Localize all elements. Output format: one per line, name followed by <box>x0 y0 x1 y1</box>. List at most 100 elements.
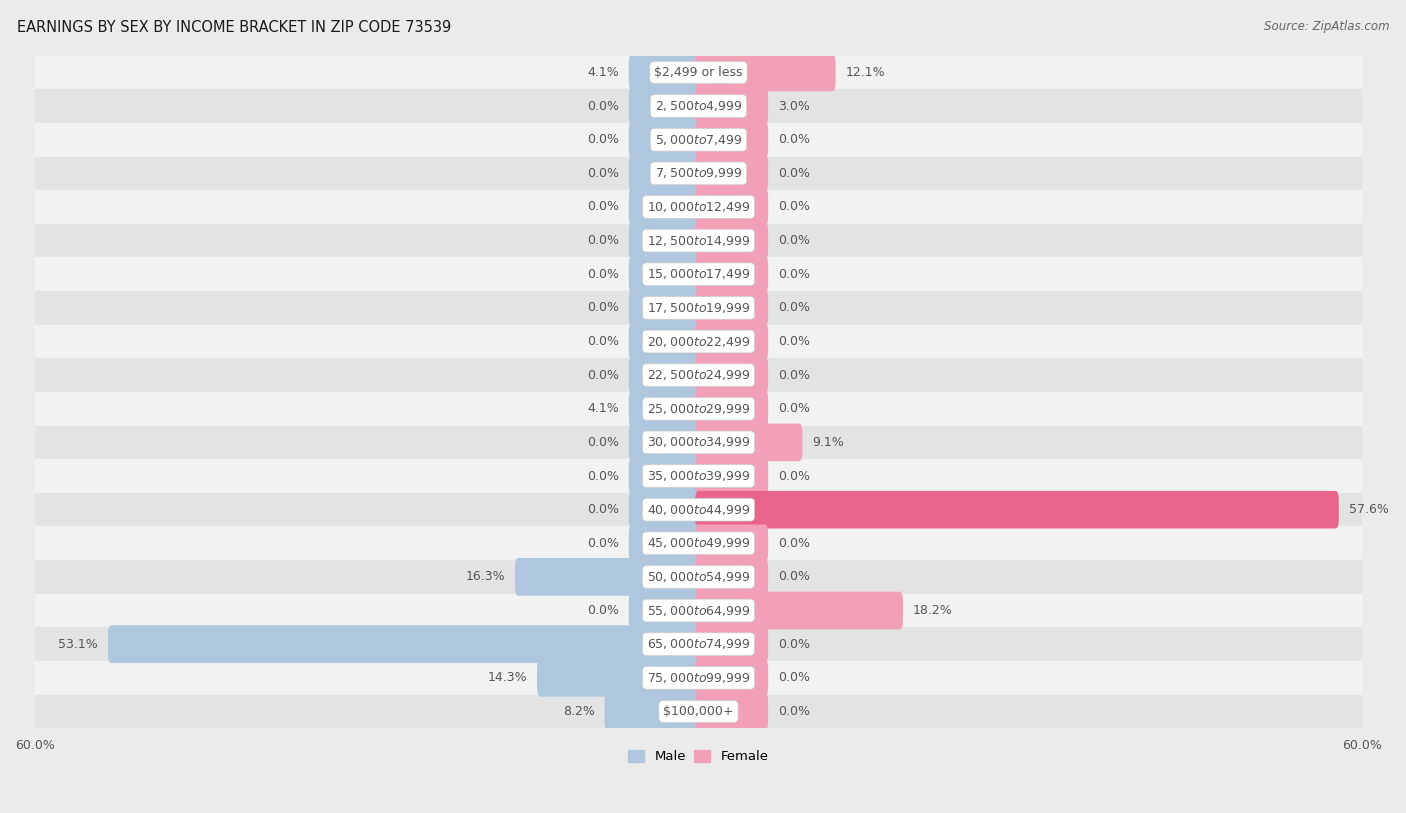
Text: 57.6%: 57.6% <box>1348 503 1389 516</box>
Text: 3.0%: 3.0% <box>778 100 810 112</box>
FancyBboxPatch shape <box>628 222 702 259</box>
Text: 0.0%: 0.0% <box>586 503 619 516</box>
Text: Source: ZipAtlas.com: Source: ZipAtlas.com <box>1264 20 1389 33</box>
FancyBboxPatch shape <box>628 390 702 428</box>
Text: 0.0%: 0.0% <box>778 302 810 315</box>
Text: $20,000 to $22,499: $20,000 to $22,499 <box>647 334 751 349</box>
FancyBboxPatch shape <box>628 154 702 192</box>
Text: $7,500 to $9,999: $7,500 to $9,999 <box>655 167 742 180</box>
FancyBboxPatch shape <box>628 424 702 461</box>
Text: 0.0%: 0.0% <box>778 368 810 381</box>
Text: 0.0%: 0.0% <box>778 537 810 550</box>
Text: EARNINGS BY SEX BY INCOME BRACKET IN ZIP CODE 73539: EARNINGS BY SEX BY INCOME BRACKET IN ZIP… <box>17 20 451 35</box>
Text: $17,500 to $19,999: $17,500 to $19,999 <box>647 301 751 315</box>
FancyBboxPatch shape <box>695 558 768 596</box>
Text: $35,000 to $39,999: $35,000 to $39,999 <box>647 469 751 483</box>
Text: $50,000 to $54,999: $50,000 to $54,999 <box>647 570 751 584</box>
FancyBboxPatch shape <box>695 356 768 394</box>
Text: 0.0%: 0.0% <box>778 470 810 483</box>
FancyBboxPatch shape <box>695 154 768 192</box>
Bar <box>35 527 1362 560</box>
FancyBboxPatch shape <box>695 323 768 360</box>
Bar <box>35 224 1362 258</box>
FancyBboxPatch shape <box>695 121 768 159</box>
Text: $55,000 to $64,999: $55,000 to $64,999 <box>647 603 751 618</box>
Text: 4.1%: 4.1% <box>588 402 619 415</box>
Text: $65,000 to $74,999: $65,000 to $74,999 <box>647 637 751 651</box>
Bar <box>35 694 1362 728</box>
FancyBboxPatch shape <box>628 54 702 91</box>
FancyBboxPatch shape <box>695 87 768 125</box>
Text: 0.0%: 0.0% <box>586 302 619 315</box>
Text: $45,000 to $49,999: $45,000 to $49,999 <box>647 537 751 550</box>
Text: $15,000 to $17,499: $15,000 to $17,499 <box>647 267 751 281</box>
Text: $40,000 to $44,999: $40,000 to $44,999 <box>647 502 751 516</box>
Text: 0.0%: 0.0% <box>586 436 619 449</box>
Bar <box>35 324 1362 359</box>
Text: 0.0%: 0.0% <box>586 167 619 180</box>
Text: 14.3%: 14.3% <box>488 672 527 685</box>
Bar <box>35 560 1362 593</box>
Text: 16.3%: 16.3% <box>465 571 505 584</box>
Text: 0.0%: 0.0% <box>586 470 619 483</box>
FancyBboxPatch shape <box>628 188 702 226</box>
Text: 0.0%: 0.0% <box>586 234 619 247</box>
Text: 0.0%: 0.0% <box>778 335 810 348</box>
FancyBboxPatch shape <box>695 255 768 293</box>
Text: $2,500 to $4,999: $2,500 to $4,999 <box>655 99 742 113</box>
Text: 0.0%: 0.0% <box>586 201 619 214</box>
Text: 18.2%: 18.2% <box>912 604 953 617</box>
Bar <box>35 291 1362 324</box>
Bar <box>35 258 1362 291</box>
FancyBboxPatch shape <box>628 323 702 360</box>
Text: $5,000 to $7,499: $5,000 to $7,499 <box>655 133 742 146</box>
Text: 0.0%: 0.0% <box>778 133 810 146</box>
FancyBboxPatch shape <box>628 356 702 394</box>
Text: 0.0%: 0.0% <box>778 672 810 685</box>
Bar <box>35 661 1362 694</box>
Text: 0.0%: 0.0% <box>778 705 810 718</box>
FancyBboxPatch shape <box>695 289 768 327</box>
FancyBboxPatch shape <box>108 625 702 663</box>
FancyBboxPatch shape <box>695 188 768 226</box>
FancyBboxPatch shape <box>628 87 702 125</box>
Text: $2,499 or less: $2,499 or less <box>654 66 742 79</box>
Text: 0.0%: 0.0% <box>778 234 810 247</box>
FancyBboxPatch shape <box>628 592 702 629</box>
FancyBboxPatch shape <box>628 289 702 327</box>
Text: $12,500 to $14,999: $12,500 to $14,999 <box>647 233 751 248</box>
Legend: Male, Female: Male, Female <box>623 745 773 769</box>
Text: 0.0%: 0.0% <box>586 537 619 550</box>
Bar <box>35 190 1362 224</box>
FancyBboxPatch shape <box>537 659 702 697</box>
FancyBboxPatch shape <box>695 625 768 663</box>
FancyBboxPatch shape <box>628 255 702 293</box>
Text: $30,000 to $34,999: $30,000 to $34,999 <box>647 436 751 450</box>
Bar <box>35 459 1362 493</box>
Text: 0.0%: 0.0% <box>778 267 810 280</box>
FancyBboxPatch shape <box>695 524 768 562</box>
Text: 0.0%: 0.0% <box>586 335 619 348</box>
Bar <box>35 89 1362 123</box>
FancyBboxPatch shape <box>628 121 702 159</box>
Text: 0.0%: 0.0% <box>586 368 619 381</box>
FancyBboxPatch shape <box>695 457 768 495</box>
FancyBboxPatch shape <box>695 390 768 428</box>
Text: 0.0%: 0.0% <box>778 637 810 650</box>
Text: $10,000 to $12,499: $10,000 to $12,499 <box>647 200 751 214</box>
Bar <box>35 593 1362 628</box>
Text: 0.0%: 0.0% <box>778 167 810 180</box>
Text: 0.0%: 0.0% <box>778 201 810 214</box>
FancyBboxPatch shape <box>628 524 702 562</box>
FancyBboxPatch shape <box>695 222 768 259</box>
Text: 0.0%: 0.0% <box>586 267 619 280</box>
Text: 53.1%: 53.1% <box>58 637 98 650</box>
Text: 4.1%: 4.1% <box>588 66 619 79</box>
Bar <box>35 493 1362 527</box>
Bar <box>35 425 1362 459</box>
Text: 12.1%: 12.1% <box>845 66 886 79</box>
Text: $100,000+: $100,000+ <box>664 705 734 718</box>
Text: 0.0%: 0.0% <box>586 100 619 112</box>
FancyBboxPatch shape <box>628 491 702 528</box>
Text: 0.0%: 0.0% <box>778 571 810 584</box>
